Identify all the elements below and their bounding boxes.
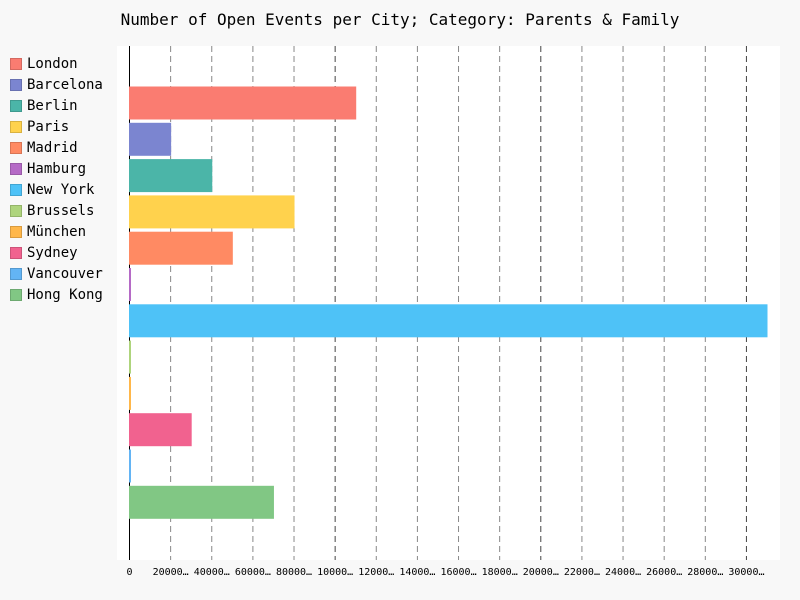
x-tick-label: 10000… (317, 567, 353, 578)
bar-london[interactable]: London: 110000 (129, 86, 357, 120)
bar-sydney[interactable]: Sydney: 30000 (129, 413, 192, 447)
bar-berlin[interactable]: Berlin: 40000 (129, 159, 213, 193)
legend-swatch (10, 267, 22, 280)
bar-hamburg[interactable]: Hamburg: 150 (129, 268, 131, 301)
legend-item[interactable]: Paris (10, 116, 103, 137)
x-tick-label: 18000… (482, 567, 518, 578)
legend: London Barcelona Berlin Paris Madrid Hamburg N… (10, 53, 103, 305)
x-tick-label: 60000… (235, 567, 271, 578)
legend-item[interactable]: Barcelona (10, 74, 103, 95)
x-tick-label: 14000… (399, 567, 435, 578)
legend-label: Sydney (27, 244, 78, 261)
legend-item[interactable]: Sydney (10, 242, 103, 263)
legend-label: Barcelona (27, 76, 103, 93)
legend-swatch (10, 78, 22, 91)
x-tick-label: 30000… (728, 567, 764, 578)
legend-item[interactable]: München (10, 221, 103, 242)
x-tick-label: 26000… (646, 567, 682, 578)
bar-münchen[interactable]: München: 150 (129, 376, 131, 410)
legend-label: Vancouver (27, 265, 103, 282)
legend-item[interactable]: Madrid (10, 137, 103, 158)
legend-label: München (27, 223, 87, 240)
legend-label: London (27, 55, 78, 72)
legend-swatch (10, 57, 22, 70)
bar-vancouver[interactable]: Vancouver: 150 (129, 449, 131, 483)
legend-swatch (10, 183, 22, 196)
legend-item[interactable]: Hong Kong (10, 284, 103, 305)
x-tick-label: 22000… (564, 567, 600, 578)
legend-item[interactable]: Berlin (10, 95, 103, 116)
legend-swatch (10, 99, 22, 112)
legend-swatch (10, 141, 22, 154)
x-tick-label: 24000… (605, 567, 641, 578)
legend-item[interactable]: Vancouver (10, 263, 103, 284)
x-tick-label: 16000… (440, 567, 476, 578)
legend-label: Brussels (27, 202, 95, 219)
chart-title: Number of Open Events per City; Category… (120, 10, 680, 29)
x-tick-label: 40000… (194, 567, 230, 578)
legend-label: Madrid (27, 139, 78, 156)
plot-area (117, 46, 780, 560)
legend-label: Hamburg (27, 160, 87, 177)
x-tick-label: 28000… (687, 567, 723, 578)
bar-madrid[interactable]: Madrid: 50000 (129, 231, 233, 265)
bar-brussels[interactable]: Brussels: 150 (129, 340, 131, 374)
legend-item[interactable]: New York (10, 179, 103, 200)
legend-swatch (10, 120, 22, 133)
legend-swatch (10, 288, 22, 301)
x-tick-label: 0 (126, 567, 132, 578)
x-tick-label: 80000… (276, 567, 312, 578)
legend-swatch (10, 225, 22, 238)
bar-new-york[interactable]: New York: 310000 (129, 304, 768, 338)
x-tick-label: 20000… (153, 567, 189, 578)
legend-swatch (10, 162, 22, 175)
x-tick-label: 12000… (358, 567, 394, 578)
x-tick-label: 20000… (523, 567, 559, 578)
bar-hong-kong[interactable]: Hong Kong: 70000 (129, 485, 274, 519)
legend-swatch (10, 246, 22, 259)
legend-label: Berlin (27, 97, 78, 114)
legend-item[interactable]: Hamburg (10, 158, 103, 179)
bar-paris[interactable]: Paris: 80000 (129, 195, 295, 229)
legend-label: Paris (27, 118, 70, 135)
legend-item[interactable]: Brussels (10, 200, 103, 221)
legend-label: Hong Kong (27, 286, 103, 303)
legend-swatch (10, 204, 22, 217)
legend-label: New York (27, 181, 95, 198)
legend-item[interactable]: London (10, 53, 103, 74)
bar-barcelona[interactable]: Barcelona: 20000 (129, 122, 172, 156)
